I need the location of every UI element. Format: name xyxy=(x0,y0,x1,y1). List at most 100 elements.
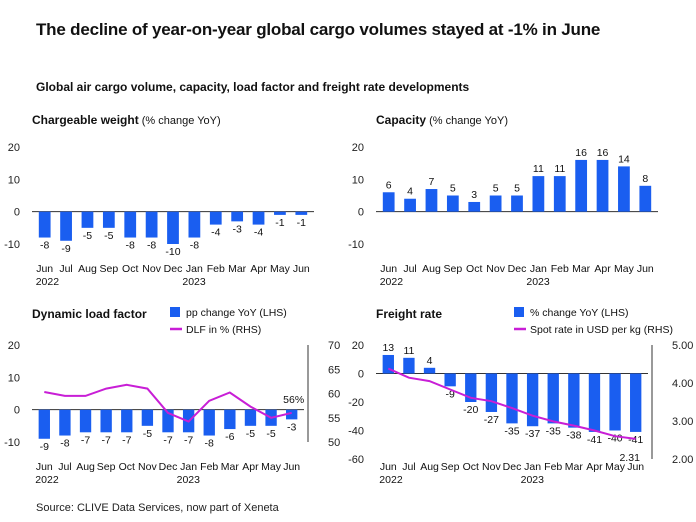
main-title: The decline of year-on-year global cargo… xyxy=(36,20,601,39)
p2-ytick-label: -10 xyxy=(348,239,364,251)
p4-bar xyxy=(526,373,539,427)
p3-data-label: -7 xyxy=(101,434,110,446)
p4-bar xyxy=(609,373,621,431)
p4-data-label: 13 xyxy=(382,342,394,354)
p2-xtick-label: Feb xyxy=(551,263,569,275)
p1-ytick-label: 20 xyxy=(8,142,20,154)
p2-data-label: 3 xyxy=(471,189,477,201)
p2-ytick-label: 0 xyxy=(358,207,364,219)
chart-subtitle: Global air cargo volume, capacity, load … xyxy=(36,80,470,94)
p4-chart-title: Freight rate xyxy=(376,307,442,321)
p1-xtick-label: Jun xyxy=(36,263,53,275)
p2-ytick-label: 10 xyxy=(352,174,364,186)
p4-xtick-label: Apr xyxy=(586,461,603,473)
p4-xtick-label: May xyxy=(605,461,626,473)
p2-xtick-label: Dec xyxy=(508,263,527,275)
p1-xtick-label: Jun xyxy=(293,263,310,275)
p2-xtick-label: Jul xyxy=(403,263,416,275)
p1-xtick-label: Jul xyxy=(59,263,72,275)
p4-bar xyxy=(423,367,436,374)
p1-chart-title-suffix: (% change YoY) xyxy=(139,115,221,127)
p3-bar xyxy=(79,409,92,433)
p3-bar xyxy=(100,409,112,433)
p1-bar xyxy=(81,211,94,228)
p3-bar xyxy=(38,409,50,439)
p3-ytick-label: 20 xyxy=(8,340,20,352)
p4-data-label: 11 xyxy=(403,345,414,357)
p3-data-label: -3 xyxy=(287,421,296,433)
p3-bar xyxy=(162,409,174,433)
p2-data-label: 4 xyxy=(407,186,413,198)
p3-bar xyxy=(244,409,257,426)
p2-data-label: 6 xyxy=(386,179,392,191)
p4-xtick-label: Sep xyxy=(441,461,460,473)
p2-xtick-label: Aug xyxy=(422,263,441,275)
p4-line-series xyxy=(387,367,636,440)
p4-ytick-right-label: 2.00 xyxy=(672,454,693,466)
p3-ytick-right-label: 65 xyxy=(328,364,340,376)
p4-bar xyxy=(485,373,498,412)
p1-xtick-label: Nov xyxy=(142,263,161,275)
p4-data-label: -41 xyxy=(628,434,643,446)
p2-data-label: 5 xyxy=(493,183,499,195)
p2-data-label: 14 xyxy=(618,153,630,165)
p4-bar xyxy=(444,373,456,387)
p2-bar xyxy=(511,195,523,212)
p4-ytick-right-label: 3.00 xyxy=(672,416,693,428)
p3-bar xyxy=(121,409,133,433)
p3-data-label: -5 xyxy=(266,428,275,440)
p4-ytick-label: 0 xyxy=(358,369,364,381)
p3-data-label: -5 xyxy=(143,428,152,440)
p3-year-label: 2022 xyxy=(35,474,59,486)
p4-bar xyxy=(403,357,415,374)
p1-xtick-label: Dec xyxy=(164,263,183,275)
p3-ytick-right-label: 60 xyxy=(328,389,340,401)
p1-data-label: -8 xyxy=(40,240,49,252)
p1-data-label: -1 xyxy=(275,217,284,229)
p2-data-label: 16 xyxy=(597,147,609,159)
p1-data-label: -4 xyxy=(211,227,220,239)
p1-bar xyxy=(209,211,222,225)
p2-bar xyxy=(596,159,609,212)
p4-legend-line-label: Spot rate in USD per kg (RHS) xyxy=(530,324,673,336)
p1-ytick-label: 10 xyxy=(8,174,20,186)
p1-xtick-label: Aug xyxy=(78,263,97,275)
p1-bar xyxy=(167,211,179,244)
p3-ytick-label: 0 xyxy=(14,405,20,417)
p2-bar xyxy=(446,195,459,212)
p4-data-label: -35 xyxy=(504,425,519,437)
p3-xtick-label: Aug xyxy=(76,461,95,473)
p4-data-label: 4 xyxy=(427,355,433,367)
p3-bar xyxy=(59,409,71,436)
p4-xtick-label: Dec xyxy=(503,461,522,473)
p4-data-label: -20 xyxy=(463,404,478,416)
p4-xtick-label: Oct xyxy=(463,461,479,473)
p4-xtick-label: Feb xyxy=(544,461,562,473)
p2-bar xyxy=(489,195,502,212)
p1-xtick-label: May xyxy=(270,263,291,275)
p1-data-label: -9 xyxy=(61,243,70,255)
p3-data-label: -6 xyxy=(225,431,234,443)
p3-bar xyxy=(203,409,215,436)
p3-data-label: -8 xyxy=(60,438,69,450)
p4-data-label: -37 xyxy=(525,428,540,440)
p3-xtick-label: Sep xyxy=(97,461,116,473)
p1-xtick-label: Feb xyxy=(207,263,225,275)
p3-line-annotation: 56% xyxy=(283,394,304,406)
p3-bar xyxy=(141,409,154,426)
p1-bar xyxy=(274,211,286,215)
p3-ytick-label: -10 xyxy=(4,437,20,449)
p3-line-series xyxy=(44,383,292,423)
p1-bar xyxy=(145,211,158,238)
p3-xtick-label: Jul xyxy=(58,461,71,473)
p4-bar xyxy=(547,373,559,424)
p1-bar xyxy=(60,211,72,241)
p2-xtick-label: Jan xyxy=(530,263,547,275)
p3-xtick-label: Feb xyxy=(200,461,218,473)
p3-ytick-right-label: 55 xyxy=(328,413,340,425)
p3-bar xyxy=(286,409,298,420)
p2-xtick-label: Oct xyxy=(466,263,482,275)
p1-bar xyxy=(295,211,308,215)
p4-year-label: 2023 xyxy=(521,474,545,486)
p2-year-label: 2023 xyxy=(526,276,550,288)
